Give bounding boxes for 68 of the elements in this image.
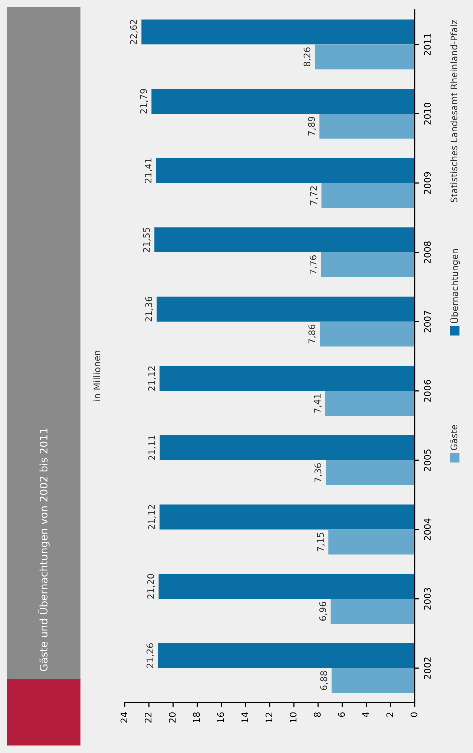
x-tick-label: 16 (217, 712, 224, 723)
data-label: 8,26 (304, 48, 312, 67)
data-label: 21,26 (146, 644, 155, 668)
y-tick-label: 2009 (424, 172, 432, 194)
bar (326, 460, 415, 486)
data-label: 7,86 (308, 324, 316, 344)
x-tick-label: 24 (120, 712, 128, 723)
bar (330, 599, 415, 624)
y-tick-label: 2006 (424, 380, 432, 402)
bar (160, 366, 415, 392)
x-tick-label: 18 (193, 712, 200, 723)
bar (321, 252, 415, 278)
data-label: 7,76 (310, 256, 318, 274)
data-label: 21,79 (140, 89, 148, 114)
data-label: 21,41 (144, 158, 153, 184)
bar (332, 668, 415, 694)
bar (158, 574, 415, 600)
bar (152, 89, 415, 114)
data-label: 7,36 (314, 463, 322, 482)
y-tick-label: 2008 (424, 242, 432, 264)
y-tick-label: 2002 (424, 658, 432, 680)
x-tick-label: 6 (338, 712, 346, 718)
bar (320, 114, 415, 139)
x-tick-label: 12 (266, 712, 272, 723)
bar (156, 296, 415, 322)
x-tick-label: 20 (169, 712, 176, 723)
x-tick-label: 2 (386, 712, 394, 718)
y-tick-label: 2011 (424, 34, 432, 56)
data-label: 21,20 (147, 574, 156, 599)
data-label: 6,96 (320, 602, 328, 621)
x-tick-label: 0 (410, 712, 418, 718)
bar (322, 183, 415, 208)
y-tick-label: 2010 (424, 103, 432, 125)
text: Gäste und Übernachtungen von 2002 bis 2011 (38, 428, 50, 672)
data-label: 21,11 (148, 436, 156, 460)
y-tick-label: 2005 (424, 450, 432, 472)
y-tick-label: 2003 (424, 588, 432, 610)
data-label: 22,62 (130, 20, 138, 44)
x-tick-label: 8 (314, 712, 321, 718)
x-tick-label: 14 (242, 712, 248, 723)
data-label: 21,55 (143, 228, 151, 252)
bar (160, 436, 415, 460)
x-tick-label: 4 (362, 712, 370, 718)
text: in Millionen (94, 351, 101, 401)
data-label: 6,88 (320, 671, 328, 690)
bar (320, 322, 415, 347)
bar (325, 391, 415, 416)
bar (142, 20, 415, 45)
data-label: 21,12 (148, 505, 156, 530)
data-label: 21,36 (146, 297, 154, 322)
data-label: 7,15 (317, 532, 325, 552)
data-label: 21,12 (148, 366, 156, 391)
data-label: 7,72 (310, 186, 318, 206)
bar (154, 228, 415, 253)
x-tick-label: 22 (144, 712, 152, 723)
data-label: 7,89 (308, 117, 316, 136)
bar (156, 158, 415, 184)
data-label: 7,41 (314, 394, 322, 413)
y-tick-label: 2007 (424, 311, 432, 333)
bar (315, 44, 415, 70)
bar (328, 530, 415, 555)
x-tick-label: 10 (290, 712, 297, 723)
bar (158, 643, 415, 668)
y-tick-label: 2004 (424, 518, 432, 541)
text: Statistisches Landesamt Rheinland-Pfalz (450, 20, 458, 202)
bar (160, 504, 415, 530)
text: Gäste (450, 425, 458, 450)
text: Übernachtungen (450, 249, 460, 324)
